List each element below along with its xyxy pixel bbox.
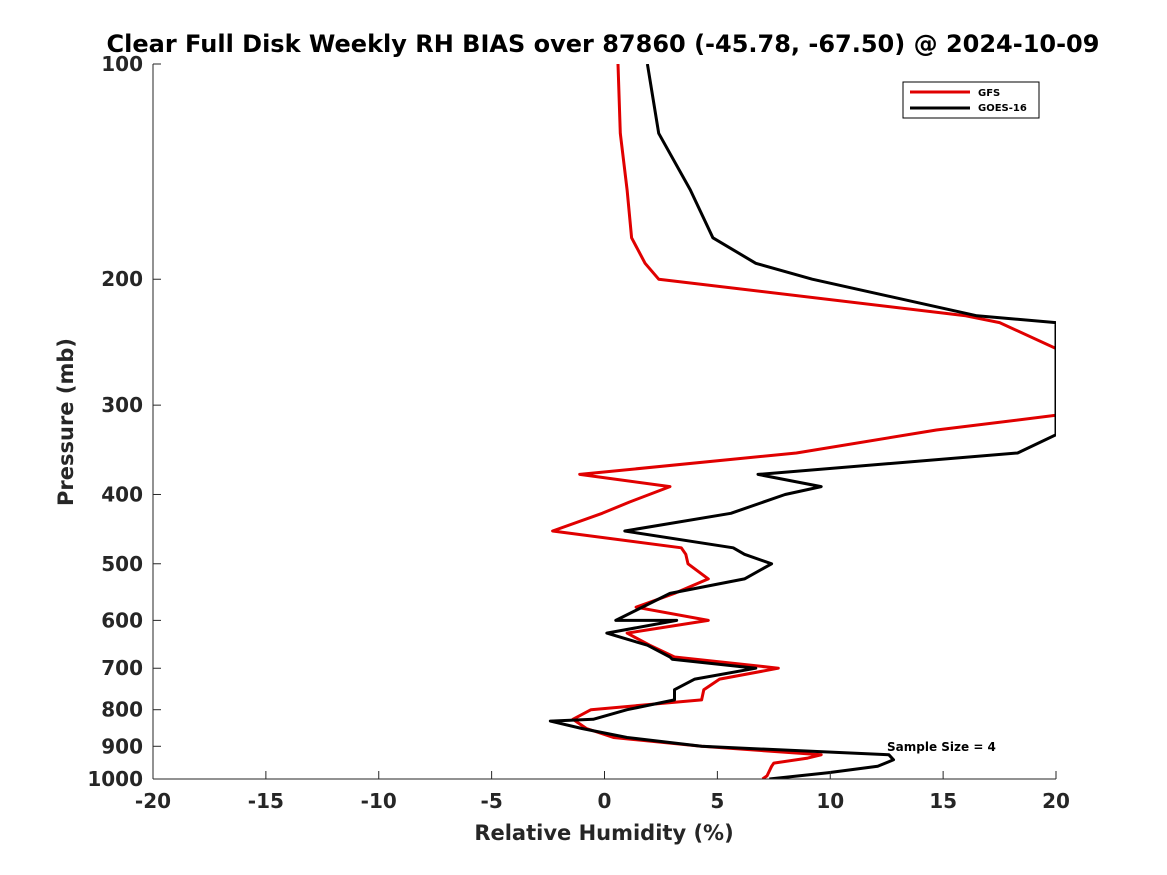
chart-title: Clear Full Disk Weekly RH BIAS over 8786… [107,30,1100,58]
series-line-goes16 [548,64,1056,779]
y-tick-label: 700 [101,656,143,680]
x-tick-label: -15 [248,789,284,813]
y-tick-label: 1000 [87,767,143,791]
y-tick-label: 900 [101,734,143,758]
y-tick-label: 100 [101,52,143,76]
legend-label-gfs: GFS [978,88,1000,99]
y-tick-label: 400 [101,482,143,506]
legend-label-goes16: GOES-16 [978,103,1027,114]
legend-box [902,81,1040,119]
x-tick-label: 0 [598,789,612,813]
x-tick-label: 15 [929,789,957,813]
plot-area [152,64,1056,780]
y-axis-label: Pressure (mb) [54,338,78,506]
y-axis: 100 200 300 400 500 600 700 800 900 1000 [87,52,161,791]
x-tick-label: 10 [816,789,844,813]
y-tick-label: 500 [101,552,143,576]
y-tick-label: 300 [101,393,143,417]
series-line-gfs [551,64,1056,779]
x-axis-label: Relative Humidity (%) [474,821,733,845]
y-tick-label: 600 [101,608,143,632]
x-tick-label: 5 [710,789,724,813]
x-tick-label: 20 [1042,789,1070,813]
x-tick-label: -20 [135,789,171,813]
legend: GFS GOES-16 [902,81,1040,119]
x-axis: -20 -15 -10 -5 0 5 10 15 20 [135,771,1070,813]
x-tick-label: -10 [361,789,397,813]
y-tick-label: 200 [101,267,143,291]
y-tick-label: 800 [101,698,143,722]
sample-size-annotation: Sample Size = 4 [887,740,996,754]
x-tick-label: -5 [481,789,503,813]
